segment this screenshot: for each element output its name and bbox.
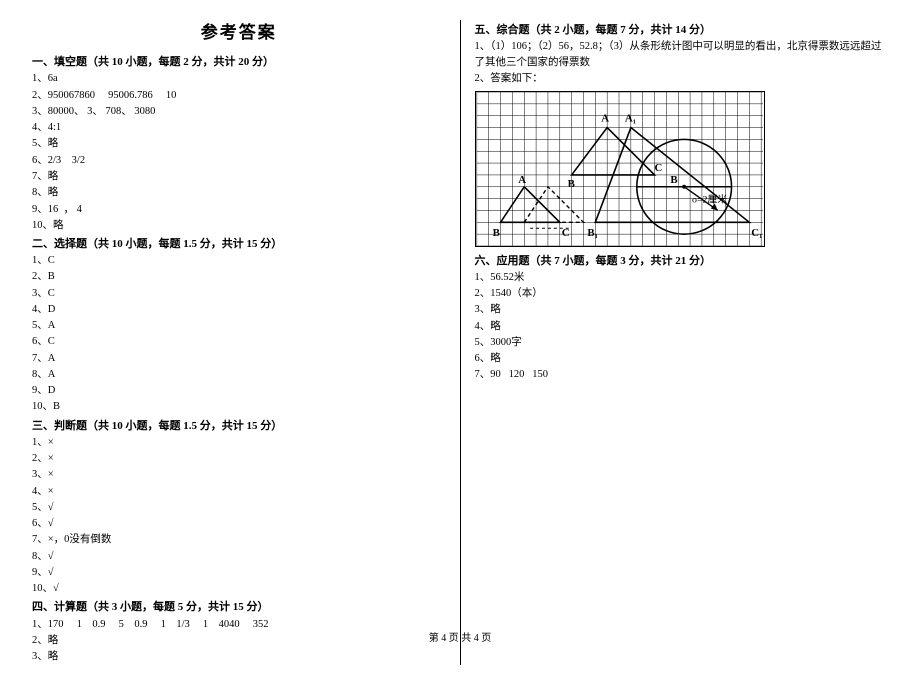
s2-a7: 7、A [32,351,446,367]
s3-a3: 3、× [32,467,446,483]
s6-a1: 1、56.52米 [475,270,889,286]
s4-a3: 3、略 [32,649,446,665]
s2-a9: 9、D [32,383,446,399]
s1-a3: 3、80000、 3、 708、 3080 [32,104,446,120]
s6-a2: 2、1540（本） [475,286,889,302]
page-footer: 第 4 页 共 4 页 [0,629,920,644]
s3-a5: 5、√ [32,500,446,516]
s6-a4: 4、略 [475,319,889,335]
s3-a4: 4、× [32,484,446,500]
page-title: 参考答案 [32,20,446,46]
s2-a6: 6、C [32,334,446,350]
s1-a6: 6、2/3 3/2 [32,153,446,169]
s1-a10: 10、略 [32,218,446,234]
svg-text:C: C [561,227,569,239]
s1-a8: 8、略 [32,185,446,201]
geometry-diagram: A₁B₁C₁ACBABCBo=2厘米 [475,91,765,247]
s2-a5: 5、A [32,318,446,334]
s1-a2: 2、950067860 95006.786 10 [32,88,446,104]
s3-a6: 6、√ [32,516,446,532]
s3-a7: 7、×，0没有倒数 [32,532,446,548]
s6-a5: 5、3000字 [475,335,889,351]
answer-figure: A₁B₁C₁ACBABCBo=2厘米 [475,91,889,247]
left-column: 参考答案 一、填空题（共 10 小题，每题 2 分，共计 20 分） 1、6a … [32,20,460,665]
s5-a2: 2、答案如下： [475,71,889,87]
svg-text:o=2厘米: o=2厘米 [692,192,727,205]
s3-a10: 10、√ [32,581,446,597]
section-5-heading: 五、综合题（共 2 小题，每题 7 分，共计 14 分） [475,22,889,39]
section-6-heading: 六、应用题（共 7 小题，每题 3 分，共计 21 分） [475,253,889,270]
svg-text:B: B [492,227,499,239]
svg-text:B: B [567,178,574,190]
svg-text:B₁: B₁ [587,227,597,239]
s3-a2: 2、× [32,451,446,467]
section-1-heading: 一、填空题（共 10 小题，每题 2 分，共计 20 分） [32,54,446,71]
s2-a1: 1、C [32,253,446,269]
s6-a7: 7、90 120 150 [475,367,889,383]
svg-text:B: B [670,174,677,186]
s6-a6: 6、略 [475,351,889,367]
s2-a2: 2、B [32,269,446,285]
svg-text:C₁: C₁ [751,227,762,239]
s1-a9: 9、16 ， 4 [32,202,446,218]
s1-a5: 5、略 [32,136,446,152]
svg-text:A: A [601,112,609,124]
s1-a4: 4、4:1 [32,120,446,136]
s1-a1: 1、6a [32,71,446,87]
svg-text:A₁: A₁ [624,112,635,124]
svg-text:C: C [654,162,662,174]
svg-text:A: A [518,174,526,186]
s6-a3: 3、略 [475,302,889,318]
s3-a9: 9、√ [32,565,446,581]
s2-a10: 10、B [32,399,446,415]
section-2-heading: 二、选择题（共 10 小题，每题 1.5 分，共计 15 分） [32,236,446,253]
section-4-heading: 四、计算题（共 3 小题，每题 5 分，共计 15 分） [32,599,446,616]
right-column: 五、综合题（共 2 小题，每题 7 分，共计 14 分） 1、（1）106；（2… [461,20,889,665]
s3-a8: 8、√ [32,549,446,565]
section-3-heading: 三、判断题（共 10 小题，每题 1.5 分，共计 15 分） [32,418,446,435]
s2-a4: 4、D [32,302,446,318]
s3-a1: 1、× [32,435,446,451]
s2-a3: 3、C [32,286,446,302]
s1-a7: 7、略 [32,169,446,185]
s5-a1: 1、（1）106；（2）56，52.8；（3）从条形统计图中可以明显的看出，北京… [475,39,889,71]
s2-a8: 8、A [32,367,446,383]
